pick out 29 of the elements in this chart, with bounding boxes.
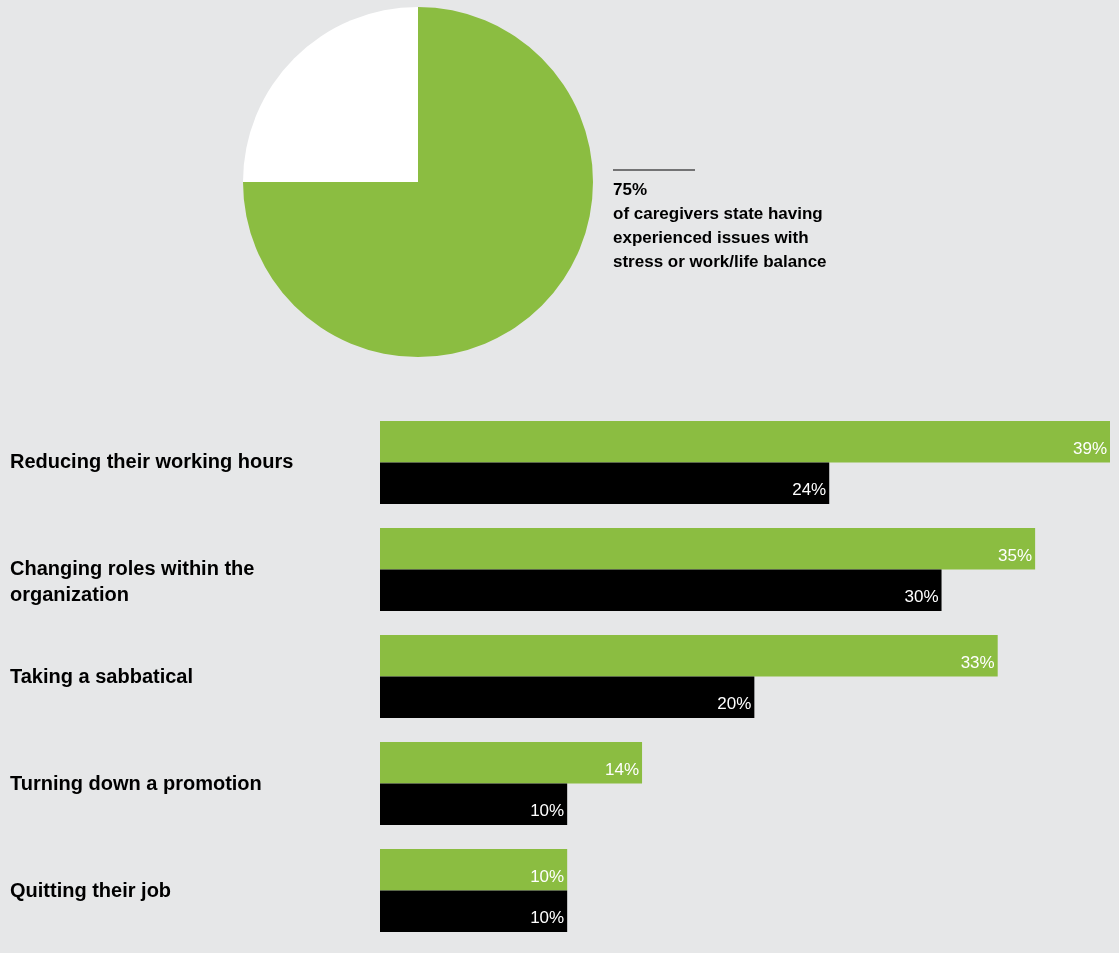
pie-slice: [243, 7, 593, 357]
data-label: 14%: [605, 759, 640, 779]
bar: [380, 676, 755, 719]
data-label: 10%: [530, 866, 565, 886]
text: of caregivers state having experienced issues with stress or work/life balance: [613, 204, 827, 271]
data-label: 35%: [998, 545, 1033, 565]
data-label: 30%: [904, 587, 939, 607]
pie-slice: [243, 7, 418, 182]
data-label: 39%: [1072, 438, 1107, 458]
data-label: 10%: [530, 801, 565, 821]
y-tick-label: Changing roles within the organization: [10, 557, 255, 606]
data-label: 33%: [960, 652, 995, 672]
bar: [380, 634, 998, 677]
y-tick-label: Taking a sabbatical: [10, 664, 194, 687]
data-label: 24%: [792, 480, 827, 500]
y-tick-label: Turning down a promotion: [10, 771, 262, 794]
y-tick-label: Reducing their working hours: [10, 450, 294, 473]
text: 75%: [613, 180, 648, 199]
bar: [380, 420, 1110, 463]
bar: [380, 783, 568, 826]
data-label: 10%: [530, 908, 565, 928]
bar: [380, 741, 643, 784]
bar: [380, 527, 1036, 570]
data-label: 20%: [717, 694, 752, 714]
bar: [380, 569, 942, 612]
bar: [380, 890, 568, 933]
bar: [380, 848, 568, 891]
y-tick-label: Quitting their job: [10, 878, 172, 901]
bar: [380, 462, 830, 505]
